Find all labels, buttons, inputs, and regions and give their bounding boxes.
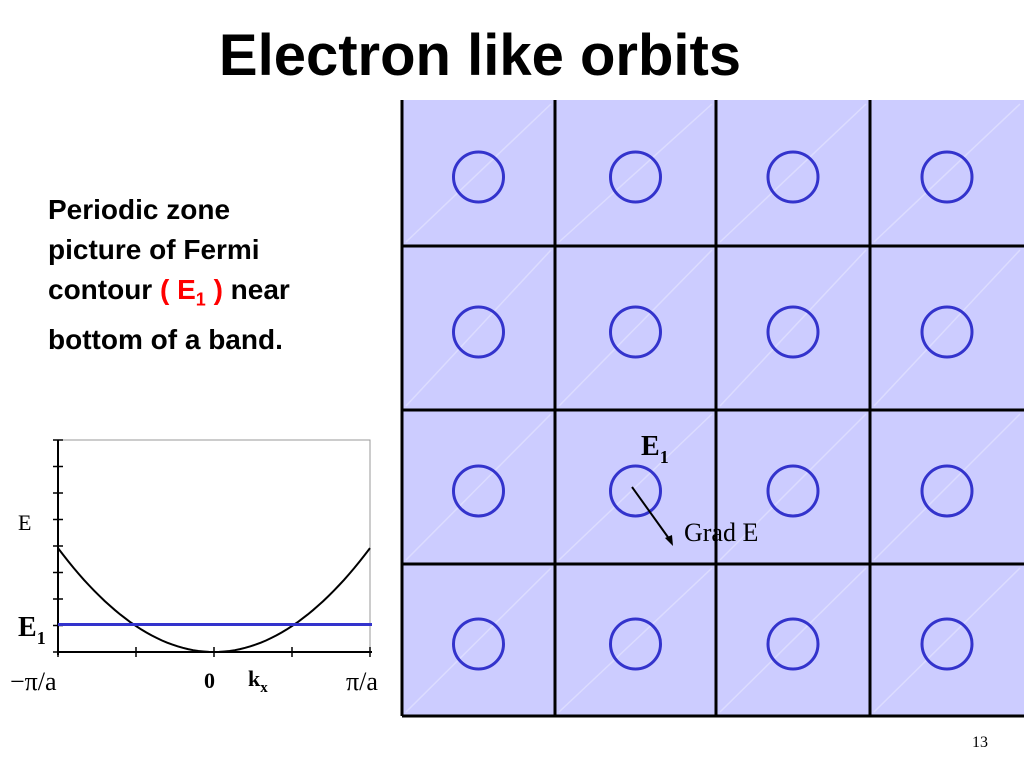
fermi-contour-circle (920, 464, 974, 518)
description-line-3: contour ( E1 ) near (48, 270, 378, 320)
plot-e1-label: E1 (18, 612, 46, 648)
plot-frame (57, 439, 371, 653)
description-line-1: Periodic zone (48, 194, 231, 225)
slide-title: Electron like orbits (218, 23, 742, 88)
tick-label-zero: 0 (204, 668, 215, 693)
plot-ylabel: E (18, 510, 31, 535)
fermi-contour-circle (609, 150, 662, 204)
fermi-contour-circle (766, 464, 820, 518)
cell-diagonal (873, 567, 1021, 713)
cell-diagonal (719, 249, 867, 407)
fermi-contour-circle (920, 617, 974, 671)
description-text: Periodic zone picture of Fermi contour (… (48, 190, 378, 360)
fermi-contour-circle (920, 150, 974, 204)
fermi-contour-circle (609, 617, 662, 671)
band-dispersion-curve (57, 547, 371, 654)
cell-diagonal (873, 413, 1021, 561)
fermi-contour-circle (766, 617, 820, 671)
fermi-contour-circle (766, 150, 820, 204)
cell-diagonal (558, 567, 713, 713)
e1-open: ( E (160, 274, 196, 305)
cell-diagonal (873, 103, 1021, 243)
line3-prefix: contour (48, 274, 160, 305)
line3-suffix: near (222, 274, 290, 305)
plot-xlabel: kx (248, 666, 268, 696)
cell-diagonal (405, 567, 552, 713)
cell-diagonal (558, 413, 713, 561)
tick-label-pi-a: π/a (346, 667, 378, 696)
cell-diagonal (405, 249, 552, 407)
fermi-contour-circle (920, 305, 974, 359)
grad-e-arrow (631, 486, 671, 541)
cell-diagonal (719, 567, 867, 713)
description-line-2: picture of Fermi (48, 234, 260, 265)
grad-e-arrowhead (665, 535, 673, 546)
cell-diagonal (558, 103, 713, 243)
lattice-e1-label: E1 (641, 431, 669, 467)
fermi-contour-circle (452, 617, 505, 671)
grad-e-label: Grad E (684, 518, 758, 547)
cell-diagonal (405, 103, 552, 243)
e1-close: ) (205, 274, 223, 305)
fermi-contour-circle (452, 305, 505, 359)
cell-diagonal (405, 413, 552, 561)
cell-diagonal (719, 103, 867, 243)
slide-number: 13 (972, 734, 988, 751)
e1-sub: 1 (195, 289, 206, 310)
fermi-contour-circle (452, 150, 505, 204)
x-axis-ticks (57, 647, 371, 657)
fermi-contour-label: ( E1 ) (160, 274, 223, 310)
fermi-contour-circle (452, 464, 505, 518)
fermi-contour-circle (609, 464, 662, 518)
cell-diagonal (719, 413, 867, 561)
periodic-zone-lattice (400, 100, 1024, 718)
fermi-contour-circle (766, 305, 820, 359)
fermi-contour-circle (609, 305, 662, 359)
tick-label-minus-pi-a: −π/a (10, 667, 57, 696)
description-line-4: bottom of a band. (48, 323, 283, 355)
cell-diagonal (558, 249, 713, 407)
cell-diagonal (873, 249, 1021, 407)
band-plot (53, 439, 372, 657)
